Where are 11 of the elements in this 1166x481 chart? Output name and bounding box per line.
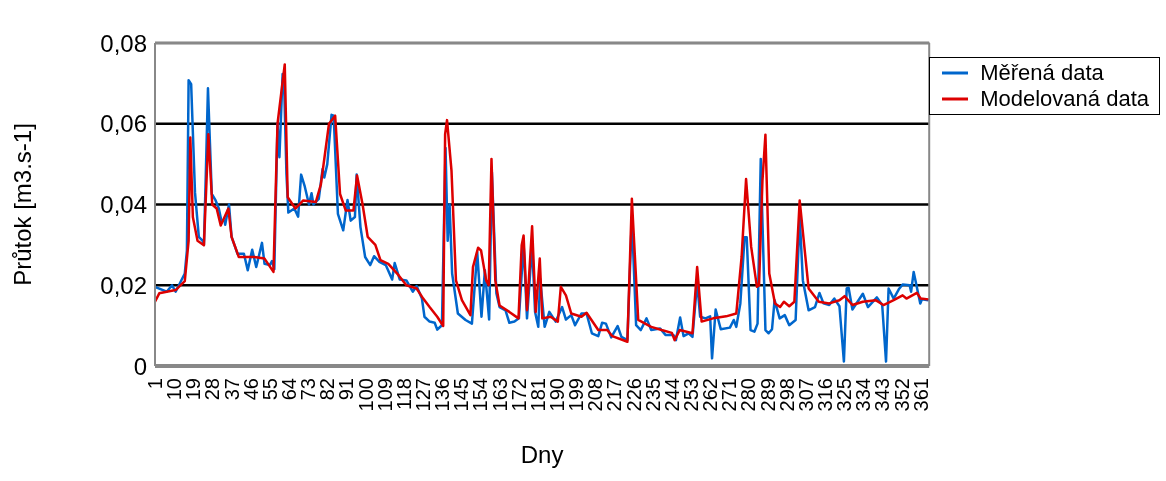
x-tick-label: 64 <box>278 378 300 401</box>
y-tick-label: 0,08 <box>100 29 147 57</box>
y-tick-label: 0,06 <box>100 110 147 138</box>
y-tick-label: 0,02 <box>100 271 147 299</box>
y-tick-label: 0,04 <box>100 191 147 219</box>
legend-label: Modelovaná data <box>980 86 1149 112</box>
x-tick-label: 1 <box>144 378 166 390</box>
x-axis-title: Dny <box>520 441 564 469</box>
legend-label: Měřená data <box>980 60 1104 86</box>
y-tick-label: 0 <box>133 352 147 380</box>
y-axis-title: Průtok [m3.s-1] <box>8 123 36 286</box>
